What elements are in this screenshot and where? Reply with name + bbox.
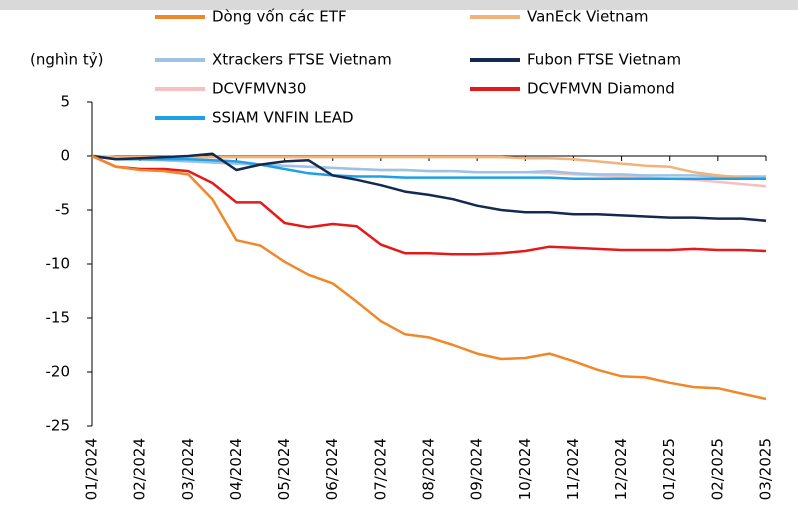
x-tick-label: 04/2024 [227, 438, 245, 500]
x-tick-label: 10/2024 [516, 438, 534, 500]
top-bar [0, 0, 798, 10]
y-tick-label: -5 [55, 201, 70, 219]
legend-label: Fubon FTSE Vietnam [527, 51, 681, 69]
x-tick-label: 02/2025 [708, 438, 726, 500]
legend-label: VanEck Vietnam [527, 8, 649, 26]
x-tick-label: 01/2024 [83, 438, 101, 500]
series-line [91, 152, 767, 223]
x-tick-label: 01/2025 [660, 438, 678, 500]
x-tick-label: 06/2024 [323, 438, 341, 500]
y-tick-label: -10 [46, 255, 71, 273]
series-line [91, 154, 767, 256]
legend-label: Dòng vốn các ETF [212, 8, 347, 26]
x-tick-label: 09/2024 [468, 438, 486, 500]
y-axis-label: (nghìn tỷ) [30, 51, 103, 69]
legend-label: DCVFMVN Diamond [527, 80, 675, 98]
y-tick-label: 0 [60, 147, 70, 165]
y-tick-label: -25 [46, 417, 71, 435]
x-tick-label: 07/2024 [371, 438, 389, 500]
x-tick-label: 03/2025 [757, 438, 775, 500]
x-tick-label: 12/2024 [612, 438, 630, 500]
x-tick-label: 02/2024 [131, 438, 149, 500]
series-line [91, 154, 766, 178]
series-line [91, 154, 767, 401]
x-tick-label: 11/2024 [564, 438, 582, 500]
y-tick-label: -15 [46, 309, 71, 327]
x-tick-label: 08/2024 [420, 438, 438, 500]
x-tick-label: 03/2024 [179, 438, 197, 500]
legend-label: Xtrackers FTSE Vietnam [212, 51, 392, 69]
y-tick-label: -20 [46, 363, 71, 381]
legend-label: SSIAM VNFIN LEAD [212, 109, 354, 127]
x-tick-label: 05/2024 [275, 438, 293, 500]
series-line [91, 154, 766, 180]
legend-label: DCVFMVN30 [212, 80, 306, 98]
y-tick-label: 5 [60, 93, 70, 111]
series-line [91, 154, 767, 180]
